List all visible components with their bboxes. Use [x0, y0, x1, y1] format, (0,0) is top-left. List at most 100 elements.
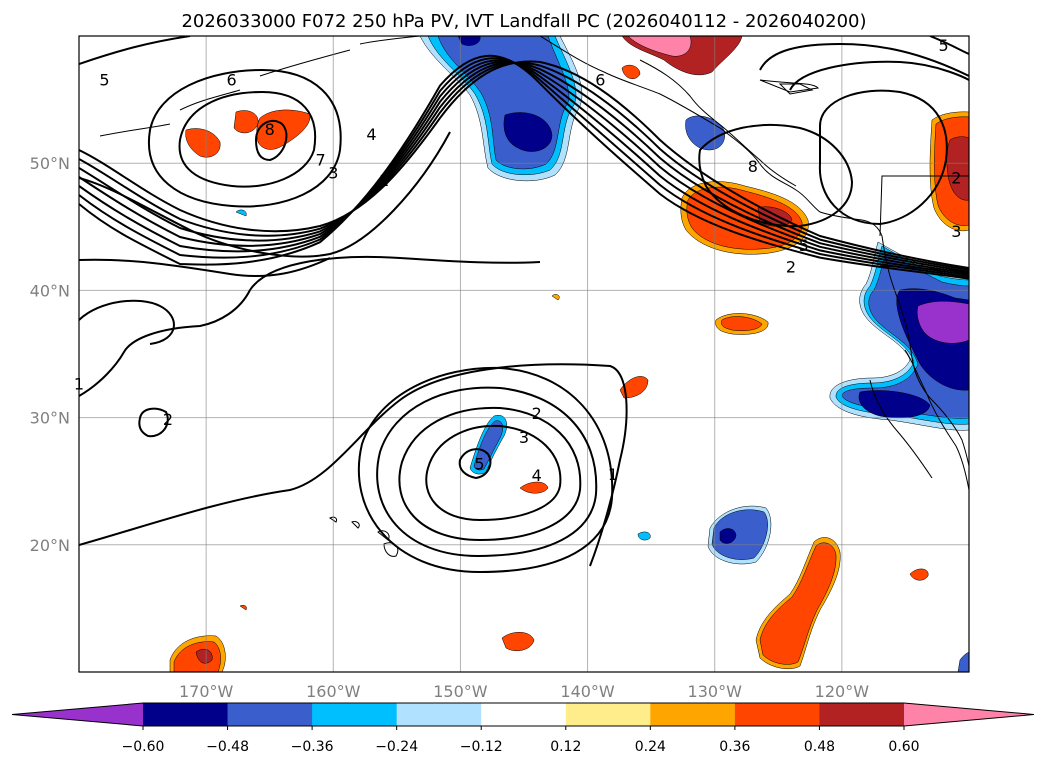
pv-contour — [79, 54, 969, 280]
contour-label: 3 — [951, 222, 961, 241]
contour-label: 5 — [99, 71, 109, 90]
pv-contour — [398, 406, 582, 542]
contour-label: 8 — [265, 120, 275, 139]
pv-contour — [79, 289, 251, 397]
island — [759, 79, 820, 93]
pv-contour — [138, 407, 169, 438]
pv-contours — [79, 36, 969, 574]
negative-blob — [637, 531, 651, 541]
hawaii — [329, 516, 399, 557]
coastlines — [99, 36, 969, 557]
negative-blob — [235, 209, 247, 217]
colorbar-tick-label: 0.60 — [888, 739, 919, 755]
colorbar-extend-max — [904, 703, 1034, 726]
colorbar-tick-label: 0.12 — [550, 739, 581, 755]
colorbar-segment — [565, 703, 651, 726]
contour-label: 5 — [799, 236, 809, 255]
pv-contour — [178, 90, 317, 188]
x-tick-label: 120°W — [815, 682, 870, 701]
negative-blob — [858, 390, 931, 419]
pv-contour — [79, 60, 969, 269]
negative-blob — [719, 528, 737, 544]
negative-blob — [503, 112, 553, 152]
y-tick-label: 20°N — [30, 536, 70, 555]
positive-blob — [627, 36, 692, 57]
colorbar-tick-label: −0.24 — [375, 739, 418, 755]
pv-contour — [79, 36, 191, 65]
negative-blob — [957, 651, 969, 672]
pv-contour — [425, 424, 562, 522]
contour-label: 2 — [532, 404, 542, 423]
pv-contour — [147, 68, 342, 208]
pv-contour — [79, 257, 331, 277]
positive-blob — [501, 632, 535, 651]
chart-title: 2026033000 F072 250 hPa PV, IVT Landfall… — [181, 11, 866, 32]
y-tick-label: 40°N — [30, 281, 70, 300]
pv-contour — [249, 255, 541, 291]
y-axis-ticks: 20°N 30°N 40°N 50°N — [30, 154, 70, 555]
x-tick-label: 170°W — [179, 682, 234, 701]
pv-contour — [818, 89, 948, 226]
map-frame — [78, 35, 970, 673]
positive-blob — [759, 542, 837, 665]
contour-label: 3 — [328, 163, 338, 182]
gridlines — [79, 36, 969, 672]
pv-contour — [79, 61, 969, 273]
colorbar-tick-label: −0.12 — [460, 739, 503, 755]
colorbar-segment — [227, 703, 313, 726]
positive-blob — [239, 604, 247, 611]
pv-contour — [254, 119, 288, 162]
colorbar-segment — [650, 703, 736, 726]
contour-label: 2 — [163, 410, 173, 429]
pv-contour — [79, 60, 969, 275]
positive-blob — [621, 64, 641, 80]
positive-blob — [519, 481, 549, 494]
contour-label: 1 — [608, 465, 618, 484]
baja-coast — [904, 349, 969, 491]
contour-label: 5 — [938, 36, 948, 55]
aleutians — [99, 36, 421, 137]
pv-contour — [79, 61, 969, 271]
pv-contour — [376, 386, 598, 558]
north-america-coast — [539, 36, 969, 467]
contour-label: 8 — [748, 157, 758, 176]
x-tick-label: 160°W — [306, 682, 361, 701]
colorbar: −0.60 −0.48 −0.36 −0.24 −0.12 0.12 0.24 0.36 0.4… — [11, 702, 1035, 755]
colorbar-segment — [396, 703, 482, 726]
positive-blob — [185, 128, 221, 158]
pv-contour — [79, 299, 175, 345]
pv-contour — [79, 57, 969, 278]
x-tick-label: 140°W — [560, 682, 615, 701]
colorbar-tick-label: −0.60 — [122, 739, 165, 755]
contour-label: 2 — [951, 168, 961, 187]
colorbar-segment — [481, 703, 567, 726]
y-tick-label: 50°N — [30, 154, 70, 173]
colorbar-tick-label: −0.36 — [291, 739, 334, 755]
positive-blob — [909, 568, 929, 581]
colorbar-extend-min — [12, 703, 143, 726]
contour-label: 6 — [226, 71, 236, 90]
contour-label: 7 — [315, 151, 325, 170]
x-tick-label: 150°W — [433, 682, 488, 701]
pv-contour — [789, 60, 969, 91]
border-line — [879, 175, 969, 237]
pv-contour — [698, 123, 854, 228]
pv-contour — [929, 36, 969, 55]
mexico-coast — [869, 379, 933, 479]
positive-blob — [619, 376, 649, 399]
y-tick-label: 30°N — [30, 409, 70, 428]
pv-contour — [79, 131, 451, 258]
pv-contour — [79, 363, 628, 567]
contour-label: 4 — [366, 125, 376, 144]
inner-coast — [639, 59, 797, 187]
negative-blob — [473, 420, 503, 471]
colorbar-tick-label: 0.24 — [635, 739, 666, 755]
colorbar-tick-label: −0.48 — [206, 739, 249, 755]
negative-blob — [711, 509, 768, 560]
contour-label: 6 — [595, 71, 605, 90]
x-tick-label: 130°W — [688, 682, 743, 701]
contour-label: 3 — [519, 428, 529, 447]
contour-label: 1 — [379, 171, 389, 190]
pv-contour — [79, 59, 969, 277]
